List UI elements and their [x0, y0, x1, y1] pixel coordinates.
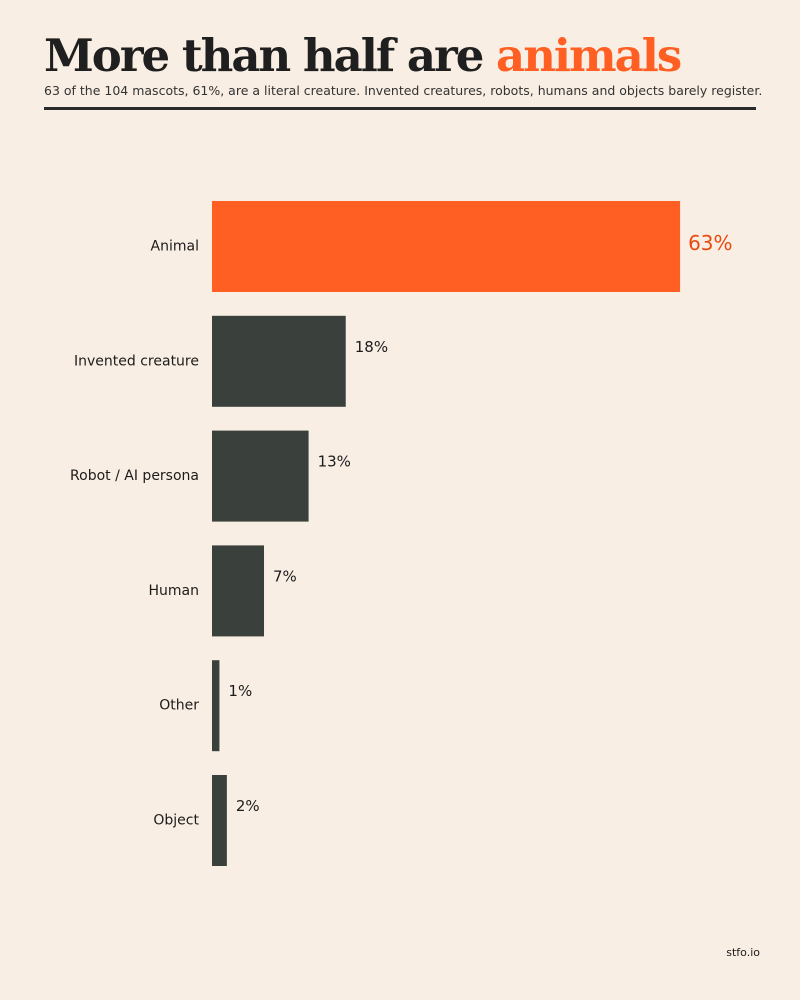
value-label-robot-ai-persona: 13% — [318, 453, 351, 471]
value-label-animal: 63% — [688, 231, 732, 255]
value-label-other: 1% — [228, 682, 252, 700]
category-label-human: Human — [149, 583, 200, 599]
category-label-other: Other — [159, 698, 199, 714]
bar-object — [212, 775, 227, 866]
bar-other — [212, 660, 220, 752]
title-accent: animals — [496, 29, 682, 82]
chart-title: More than half are animals — [44, 28, 682, 84]
header-divider — [44, 107, 756, 110]
chart-subtitle: 63 of the 104 mascots, 61%, are a litera… — [44, 83, 763, 98]
bar-human — [212, 545, 265, 637]
category-label-invented-creature: Invented creature — [74, 353, 199, 369]
bar-animal — [212, 201, 681, 292]
bar-invented-creature — [212, 315, 346, 407]
value-label-human: 7% — [273, 567, 297, 585]
category-label-robot-ai-persona: Robot / AI persona — [70, 468, 199, 484]
category-label-animal: Animal — [151, 239, 199, 255]
bars-layer: Animal 63% Invented creature 18% Robot / AI … — [70, 201, 733, 866]
value-label-object: 2% — [236, 797, 260, 815]
category-label-object: Object — [153, 813, 199, 829]
source-credit: stfo.io — [726, 946, 760, 959]
title-main: More than half are — [44, 29, 497, 82]
value-label-invented-creature: 18% — [355, 338, 388, 356]
bar-robot-ai-persona — [212, 430, 309, 522]
